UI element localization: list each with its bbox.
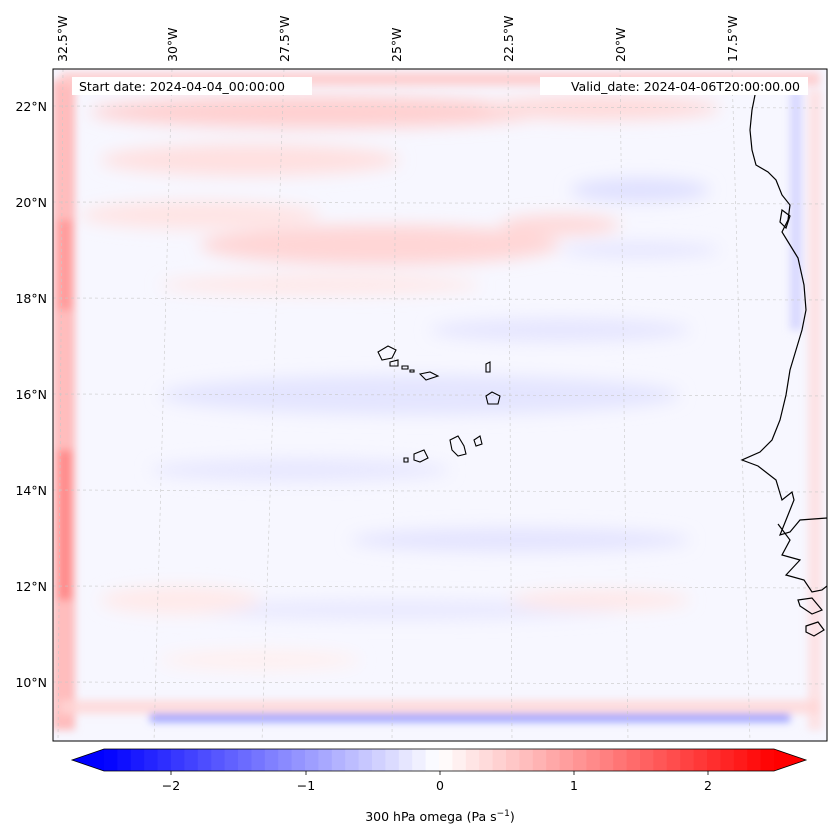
colorbar-cell <box>251 749 266 771</box>
start-date-label: Start date: 2024-04-04_00:00:00 <box>79 79 285 94</box>
colorbar-cell <box>425 749 440 771</box>
colorbar-cell <box>398 749 413 771</box>
lon-label-22-5w: 22.5°W <box>501 16 516 62</box>
colorbar-cell <box>613 749 628 771</box>
colorbar-cell <box>693 749 708 771</box>
start-date-box <box>72 77 312 95</box>
colorbar-cell <box>532 749 547 771</box>
colorbar-cell <box>171 749 185 771</box>
colorbar-cell <box>157 749 172 771</box>
colorbar-cells <box>104 749 775 771</box>
colorbar-tick-label: −1 <box>297 778 315 793</box>
colorbar-cell <box>492 749 507 771</box>
colorbar-ticks: −2 −1 0 1 2 <box>162 771 712 793</box>
colorbar-tick-label: 0 <box>436 778 444 793</box>
colorbar-cell <box>720 749 735 771</box>
valid-date-box <box>540 77 808 95</box>
valid-date-label: Valid_date: 2024-04-06T20:00:00.00 <box>571 79 800 94</box>
cape-verde-islands <box>377 345 501 463</box>
colorbar-cell <box>599 749 614 771</box>
colorbar-cell <box>104 749 118 771</box>
latitude-labels: 22°N 20°N 18°N 16°N 14°N 12°N 10°N <box>15 99 47 690</box>
colorbar-extend-low <box>72 749 104 771</box>
colorbar-cell <box>117 749 132 771</box>
colorbar-cell <box>264 749 279 771</box>
lat-label-10n: 10°N <box>15 675 47 690</box>
colorbar-cell <box>439 749 453 771</box>
colorbar-cell <box>733 749 748 771</box>
colorbar-cell <box>318 749 333 771</box>
colorbar-cell <box>238 749 252 771</box>
coastline <box>740 89 827 637</box>
colorbar-cell <box>358 749 373 771</box>
colorbar-cell <box>666 749 681 771</box>
map-panel: Start date: 2024-04-04_00:00:00 Valid_da… <box>52 68 828 742</box>
lon-label-17-5w: 17.5°W <box>725 16 740 62</box>
lat-label-16n: 16°N <box>15 387 47 402</box>
longitude-labels: 32.5°W 30°W 27.5°W 25°W 22.5°W 20°W 17.5… <box>55 16 740 62</box>
colorbar-outline <box>70 748 808 772</box>
lon-label-27-5w: 27.5°W <box>277 16 292 62</box>
map-frame <box>52 68 828 742</box>
colorbar-cell <box>184 749 199 771</box>
colorbar-cell <box>559 749 574 771</box>
lon-label-30w: 30°W <box>165 27 180 62</box>
colorbar-cell <box>197 749 212 771</box>
colorbar-cell <box>224 749 239 771</box>
colorbar-cell <box>519 749 534 771</box>
lat-label-22n: 22°N <box>15 99 47 114</box>
colorbar-cell <box>760 749 775 771</box>
colorbar-tick-label: 1 <box>570 778 578 793</box>
colorbar-title-close: ) <box>510 809 515 824</box>
colorbar-title-exponent: −1 <box>497 809 510 819</box>
colorbar-cell <box>372 749 386 771</box>
colorbar-extend-high <box>774 749 806 771</box>
lon-label-20w: 20°W <box>613 27 628 62</box>
graticule <box>53 69 827 741</box>
colorbar-cell <box>506 749 520 771</box>
colorbar-title: 300 hPa omega (Pa s−1) <box>365 809 515 824</box>
colorbar-title-text: 300 hPa omega (Pa s <box>365 809 496 824</box>
colorbar-cell <box>345 749 360 771</box>
colorbar-cell <box>331 749 346 771</box>
colorbar-cell <box>211 749 226 771</box>
colorbar-cell <box>291 749 306 771</box>
colorbar-cell <box>479 749 494 771</box>
colorbar-cell <box>707 749 721 771</box>
colorbar-cell <box>653 749 668 771</box>
colorbar-cell <box>465 749 480 771</box>
lat-label-18n: 18°N <box>15 291 47 306</box>
colorbar-cell <box>747 749 762 771</box>
colorbar-cell <box>305 749 319 771</box>
lon-label-25w: 25°W <box>389 27 404 62</box>
lat-label-20n: 20°N <box>15 195 47 210</box>
colorbar-cell <box>452 749 467 771</box>
colorbar-cell <box>278 749 293 771</box>
colorbar-cell <box>640 749 654 771</box>
lat-label-12n: 12°N <box>15 579 47 594</box>
colorbar-cell <box>412 749 427 771</box>
colorbar-cell <box>626 749 641 771</box>
colorbar-cell <box>573 749 587 771</box>
colorbar-tick-label: −2 <box>162 778 180 793</box>
colorbar-cell <box>680 749 695 771</box>
lon-label-32-5w: 32.5°W <box>55 16 70 62</box>
colorbar-cell <box>130 749 145 771</box>
colorbar-cell <box>144 749 159 771</box>
colorbar-cell <box>385 749 400 771</box>
colorbar-cell <box>586 749 601 771</box>
colorbar-tick-label: 2 <box>704 778 712 793</box>
colorbar-cell <box>546 749 561 771</box>
colorbar: −2 −1 0 1 2 300 hPa omega (Pa s−1) <box>70 748 808 824</box>
lat-label-14n: 14°N <box>15 483 47 498</box>
